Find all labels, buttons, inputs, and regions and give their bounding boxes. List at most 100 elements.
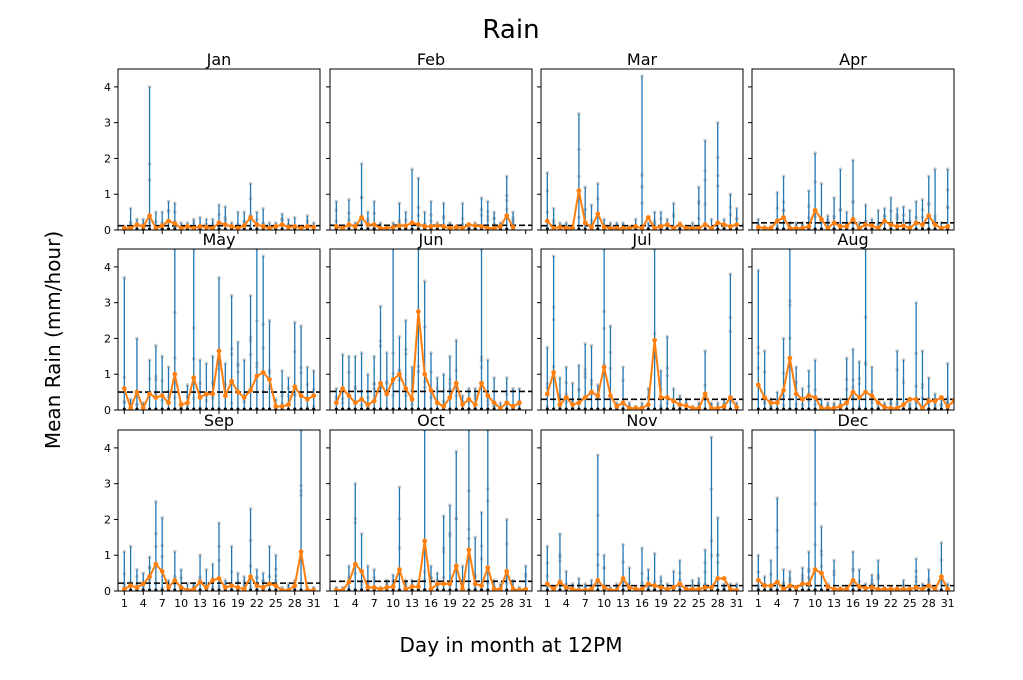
daily-mean-point bbox=[582, 587, 588, 591]
y-tick-label: 2 bbox=[104, 152, 111, 165]
daily-mean-point bbox=[882, 586, 887, 591]
day-base-marker bbox=[360, 227, 364, 230]
day-base-marker bbox=[864, 227, 868, 230]
daily-mean-point bbox=[715, 576, 721, 581]
daily-mean-point bbox=[479, 224, 484, 229]
day-base-marker bbox=[492, 407, 496, 410]
day-base-marker bbox=[857, 407, 861, 410]
day-base-marker bbox=[160, 407, 164, 410]
day-base-marker bbox=[596, 227, 600, 230]
x-tick-label: 28 bbox=[288, 597, 302, 610]
panel-title: Feb bbox=[417, 50, 445, 69]
daily-mean-point bbox=[639, 586, 645, 591]
x-tick-label: 1 bbox=[333, 597, 340, 610]
plot-area bbox=[752, 430, 954, 591]
daily-mean-point bbox=[185, 587, 190, 591]
day-base-marker bbox=[160, 227, 164, 230]
daily-mean-point bbox=[384, 391, 390, 397]
day-base-marker bbox=[480, 407, 483, 410]
daily-mean-point bbox=[781, 215, 786, 220]
daily-mean-point bbox=[472, 402, 478, 408]
daily-mean-point bbox=[229, 224, 235, 229]
x-tick-label: 4 bbox=[563, 597, 570, 610]
day-base-marker bbox=[410, 588, 414, 591]
x-tick-label: 19 bbox=[654, 597, 668, 610]
panel-feb: Feb bbox=[326, 50, 533, 234]
day-base-marker bbox=[883, 227, 887, 230]
day-base-marker bbox=[353, 407, 357, 410]
panel-title: May bbox=[202, 230, 235, 249]
daily-mean-point bbox=[683, 403, 689, 409]
daily-mean-point bbox=[128, 405, 134, 410]
daily-mean-point bbox=[768, 225, 774, 230]
day-base-marker bbox=[423, 407, 427, 410]
day-base-marker bbox=[204, 407, 208, 410]
day-base-marker bbox=[807, 588, 811, 591]
daily-mean-point bbox=[576, 587, 582, 591]
x-tick-label: 22 bbox=[462, 597, 476, 610]
daily-mean-point bbox=[819, 216, 824, 222]
daily-mean-point bbox=[178, 225, 184, 230]
day-base-marker bbox=[448, 407, 452, 410]
daily-mean-point bbox=[185, 224, 190, 229]
panel-title: Jun bbox=[418, 230, 444, 249]
daily-mean-point bbox=[932, 586, 938, 591]
chart-title: Rain bbox=[482, 15, 539, 45]
daily-mean-point bbox=[863, 222, 869, 228]
daily-mean-point bbox=[254, 583, 260, 589]
day-base-marker bbox=[198, 588, 202, 591]
daily-mean-point bbox=[844, 400, 850, 406]
day-base-marker bbox=[255, 588, 259, 591]
y-axis-label: Mean Rain (mm/hour) bbox=[41, 231, 65, 449]
daily-mean-point bbox=[472, 223, 478, 229]
y-tick-label: 4 bbox=[104, 442, 111, 455]
day-base-marker bbox=[461, 407, 465, 410]
daily-mean-point bbox=[913, 220, 919, 226]
daily-mean-point bbox=[485, 565, 491, 571]
daily-mean-point bbox=[286, 587, 291, 591]
daily-mean-point bbox=[652, 337, 658, 343]
daily-mean-point bbox=[504, 568, 510, 574]
day-base-marker bbox=[416, 407, 420, 410]
daily-mean-point bbox=[645, 215, 651, 220]
daily-mean-point bbox=[185, 400, 190, 406]
daily-mean-point bbox=[875, 586, 881, 591]
daily-mean-point bbox=[812, 207, 818, 213]
daily-mean-point bbox=[671, 585, 676, 590]
daily-mean-point bbox=[415, 222, 421, 228]
daily-mean-point bbox=[601, 364, 607, 370]
daily-mean-point bbox=[403, 223, 409, 229]
daily-mean-point bbox=[140, 405, 146, 410]
daily-mean-point bbox=[626, 585, 632, 590]
daily-mean-point bbox=[384, 225, 390, 230]
day-base-marker bbox=[763, 588, 767, 591]
daily-mean-point bbox=[595, 211, 601, 217]
day-base-marker bbox=[788, 588, 792, 591]
daily-mean-point bbox=[222, 222, 228, 228]
day-base-marker bbox=[646, 407, 650, 410]
daily-mean-point bbox=[453, 224, 459, 230]
daily-mean-point bbox=[781, 387, 786, 393]
daily-mean-point bbox=[907, 586, 913, 591]
day-base-marker bbox=[486, 407, 490, 410]
day-base-marker bbox=[801, 588, 804, 591]
day-base-marker bbox=[249, 227, 253, 230]
day-base-marker bbox=[756, 588, 760, 591]
daily-mean-point bbox=[582, 395, 588, 400]
day-base-marker bbox=[558, 407, 562, 410]
day-base-marker bbox=[435, 588, 439, 591]
daily-mean-point bbox=[292, 224, 298, 229]
day-base-marker bbox=[876, 407, 880, 410]
daily-mean-point bbox=[901, 402, 906, 408]
day-base-marker bbox=[223, 227, 227, 230]
daily-mean-point bbox=[734, 404, 740, 410]
daily-mean-point bbox=[696, 225, 702, 230]
daily-mean-point bbox=[696, 405, 702, 410]
daily-mean-point bbox=[677, 402, 683, 408]
day-base-marker bbox=[360, 588, 364, 591]
x-tick-label: 16 bbox=[424, 597, 438, 610]
day-base-marker bbox=[305, 407, 309, 410]
daily-mean-point bbox=[260, 224, 266, 229]
daily-mean-point bbox=[134, 389, 140, 395]
day-base-marker bbox=[933, 227, 937, 230]
